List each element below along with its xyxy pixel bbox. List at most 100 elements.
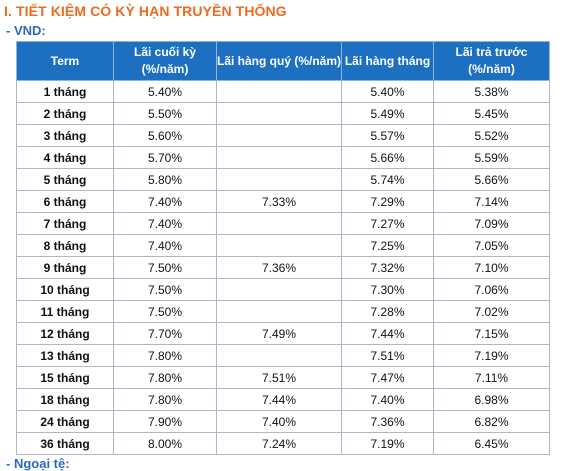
quarterly-rate-cell: [216, 102, 342, 125]
monthly-rate-cell: 5.57%: [341, 124, 434, 147]
monthly-rate-cell: 7.28%: [341, 300, 434, 323]
maturity-rate-cell: 5.50%: [113, 102, 217, 125]
table-row: 15 tháng 7.80% 7.51% 7.47% 7.11%: [16, 366, 550, 389]
maturity-rate-cell: 7.70%: [113, 322, 217, 345]
table-row: 9 tháng 7.50% 7.36% 7.32% 7.10%: [16, 256, 550, 279]
term-cell: 24 tháng: [16, 410, 114, 433]
prepaid-rate-cell: 7.06%: [433, 278, 550, 301]
monthly-rate-cell: 7.44%: [341, 322, 434, 345]
prepaid-rate-cell: 7.09%: [433, 212, 550, 235]
table-row: 2 tháng 5.50% 5.49% 5.45%: [16, 102, 550, 125]
prepaid-rate-cell: 7.14%: [433, 190, 550, 213]
savings-rate-table: Term Lãi cuối kỳ (%/năm) Lãi hàng quý (%…: [16, 41, 550, 455]
quarterly-rate-cell: 7.40%: [216, 410, 342, 433]
prepaid-rate-cell: 6.82%: [433, 410, 550, 433]
prepaid-rate-cell: 6.98%: [433, 388, 550, 411]
term-cell: 1 tháng: [16, 80, 114, 103]
quarterly-rate-cell: [216, 234, 342, 257]
quarterly-rate-cell: [216, 300, 342, 323]
prepaid-rate-cell: 5.52%: [433, 124, 550, 147]
term-cell: 18 tháng: [16, 388, 114, 411]
prepaid-rate-cell: 7.15%: [433, 322, 550, 345]
monthly-rate-cell: 7.51%: [341, 344, 434, 367]
term-cell: 15 tháng: [16, 366, 114, 389]
table-row: 36 tháng 8.00% 7.24% 7.19% 6.45%: [16, 432, 550, 455]
quarterly-rate-cell: 7.51%: [216, 366, 342, 389]
maturity-rate-cell: 7.50%: [113, 278, 217, 301]
currency-heading-foreign: - Ngoại tệ:: [6, 456, 70, 471]
prepaid-rate-cell: 6.45%: [433, 432, 550, 455]
quarterly-rate-cell: 7.49%: [216, 322, 342, 345]
monthly-rate-cell: 5.66%: [341, 146, 434, 169]
prepaid-rate-cell: 7.11%: [433, 366, 550, 389]
quarterly-rate-cell: [216, 146, 342, 169]
term-cell: 11 tháng: [16, 300, 114, 323]
maturity-rate-cell: 7.40%: [113, 190, 217, 213]
term-cell: 2 tháng: [16, 102, 114, 125]
maturity-rate-cell: 8.00%: [113, 432, 217, 455]
table-row: 11 tháng 7.50% 7.28% 7.02%: [16, 300, 550, 323]
currency-heading-vnd: - VND:: [6, 23, 46, 38]
monthly-rate-cell: 7.19%: [341, 432, 434, 455]
term-cell: 9 tháng: [16, 256, 114, 279]
table-row: 18 tháng 7.80% 7.44% 7.40% 6.98%: [16, 388, 550, 411]
header-term: Term: [16, 41, 114, 81]
quarterly-rate-cell: 7.24%: [216, 432, 342, 455]
table-row: 4 tháng 5.70% 5.66% 5.59%: [16, 146, 550, 169]
quarterly-rate-cell: 7.33%: [216, 190, 342, 213]
monthly-rate-cell: 7.25%: [341, 234, 434, 257]
quarterly-rate-cell: [216, 278, 342, 301]
quarterly-rate-cell: [216, 124, 342, 147]
maturity-rate-cell: 5.80%: [113, 168, 217, 191]
header-interest-at-maturity: Lãi cuối kỳ (%/năm): [113, 41, 217, 81]
table-row: 1 tháng 5.40% 5.40% 5.38%: [16, 80, 550, 103]
maturity-rate-cell: 7.40%: [113, 234, 217, 257]
monthly-rate-cell: 7.32%: [341, 256, 434, 279]
monthly-rate-cell: 7.36%: [341, 410, 434, 433]
prepaid-rate-cell: 5.45%: [433, 102, 550, 125]
term-cell: 4 tháng: [16, 146, 114, 169]
prepaid-rate-cell: 5.38%: [433, 80, 550, 103]
monthly-rate-cell: 7.40%: [341, 388, 434, 411]
maturity-rate-cell: 7.50%: [113, 300, 217, 323]
term-cell: 36 tháng: [16, 432, 114, 455]
prepaid-rate-cell: 7.10%: [433, 256, 550, 279]
monthly-rate-cell: 7.30%: [341, 278, 434, 301]
table-row: 6 tháng 7.40% 7.33% 7.29% 7.14%: [16, 190, 550, 213]
header-quarterly-interest: Lãi hàng quý (%/năm): [216, 41, 342, 81]
term-cell: 13 tháng: [16, 344, 114, 367]
maturity-rate-cell: 5.40%: [113, 80, 217, 103]
header-prepaid-interest: Lãi trả trước (%/năm): [433, 41, 550, 81]
quarterly-rate-cell: [216, 344, 342, 367]
prepaid-rate-cell: 5.66%: [433, 168, 550, 191]
term-cell: 6 tháng: [16, 190, 114, 213]
prepaid-rate-cell: 7.02%: [433, 300, 550, 323]
table-row: 8 tháng 7.40% 7.25% 7.05%: [16, 234, 550, 257]
prepaid-rate-cell: 7.05%: [433, 234, 550, 257]
table-body: 1 tháng 5.40% 5.40% 5.38% 2 tháng 5.50% 5.49% 5…: [16, 80, 550, 455]
prepaid-rate-cell: 7.19%: [433, 344, 550, 367]
term-cell: 10 tháng: [16, 278, 114, 301]
quarterly-rate-cell: [216, 212, 342, 235]
maturity-rate-cell: 5.70%: [113, 146, 217, 169]
maturity-rate-cell: 5.60%: [113, 124, 217, 147]
table-row: 5 tháng 5.80% 5.74% 5.66%: [16, 168, 550, 191]
term-cell: 7 tháng: [16, 212, 114, 235]
term-cell: 8 tháng: [16, 234, 114, 257]
monthly-rate-cell: 5.74%: [341, 168, 434, 191]
maturity-rate-cell: 7.80%: [113, 388, 217, 411]
quarterly-rate-cell: [216, 80, 342, 103]
table-row: 7 tháng 7.40% 7.27% 7.09%: [16, 212, 550, 235]
monthly-rate-cell: 7.47%: [341, 366, 434, 389]
maturity-rate-cell: 7.80%: [113, 366, 217, 389]
monthly-rate-cell: 7.29%: [341, 190, 434, 213]
table-row: 13 tháng 7.80% 7.51% 7.19%: [16, 344, 550, 367]
maturity-rate-cell: 7.90%: [113, 410, 217, 433]
section-title: I. TIẾT KIỆM CÓ KỲ HẠN TRUYỀN THỐNG: [4, 3, 287, 19]
monthly-rate-cell: 5.49%: [341, 102, 434, 125]
quarterly-rate-cell: [216, 168, 342, 191]
header-monthly-interest: Lãi hàng tháng: [341, 41, 434, 81]
prepaid-rate-cell: 5.59%: [433, 146, 550, 169]
maturity-rate-cell: 7.50%: [113, 256, 217, 279]
table-row: 12 tháng 7.70% 7.49% 7.44% 7.15%: [16, 322, 550, 345]
